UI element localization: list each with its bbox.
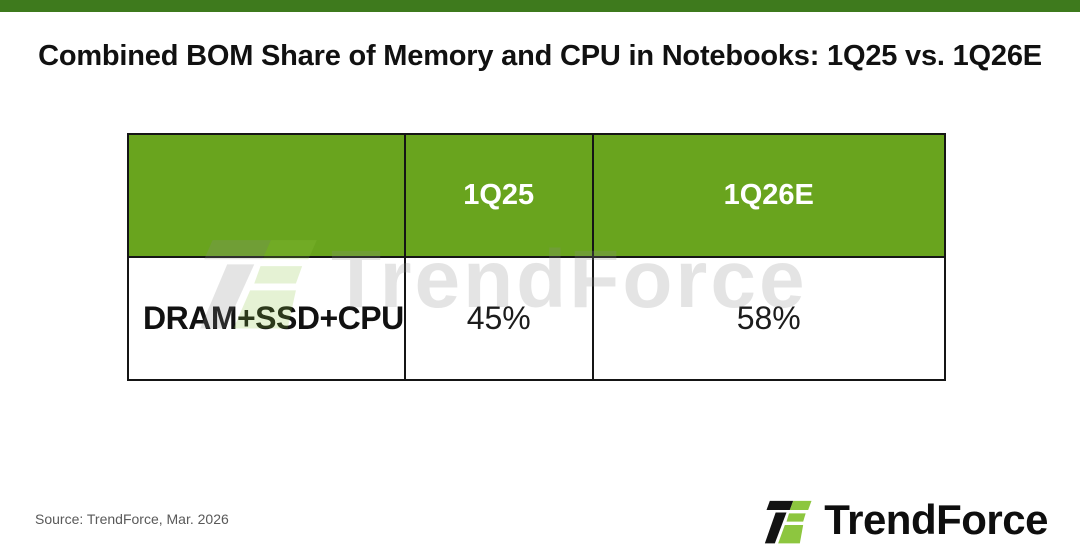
bom-share-table-wrap: 1Q25 1Q26E DRAM+SSD+CPU 45% 58%: [127, 133, 946, 381]
table-row: DRAM+SSD+CPU 45% 58%: [127, 256, 946, 381]
trendforce-logo: TrendForce: [764, 495, 1048, 545]
value-cell-1q25: 45%: [403, 256, 594, 381]
trendforce-logo-icon: [765, 500, 812, 544]
bom-share-table: 1Q25 1Q26E DRAM+SSD+CPU 45% 58%: [127, 133, 946, 381]
header-cell-blank: [127, 133, 406, 258]
top-accent-bar: [0, 0, 1080, 12]
header-cell-1q25: 1Q25: [403, 133, 594, 258]
table-header-row: 1Q25 1Q26E: [127, 133, 946, 258]
source-note: Source: TrendForce, Mar. 2026: [35, 511, 229, 527]
header-cell-1q26e: 1Q26E: [591, 133, 946, 258]
value-cell-1q26e: 58%: [591, 256, 946, 381]
row-label-cell: DRAM+SSD+CPU: [127, 256, 406, 381]
page-title: Combined BOM Share of Memory and CPU in …: [38, 40, 1042, 72]
trendforce-wordmark: TrendForce: [824, 496, 1048, 543]
